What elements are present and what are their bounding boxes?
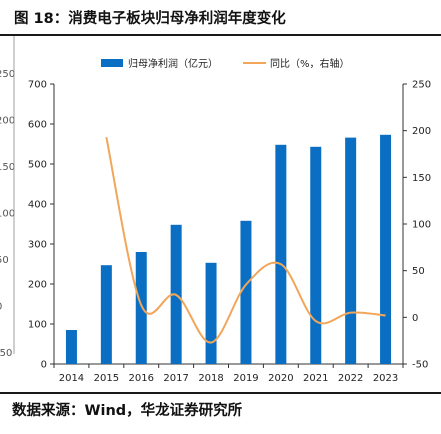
bar-series: [65, 134, 392, 364]
line-series: [105, 136, 386, 344]
bar: [275, 144, 287, 364]
bar: [310, 146, 322, 364]
ghost-tick-label: 150: [0, 162, 15, 173]
figure-title: 图 18：消费电子板块归母净利润年度变化: [14, 11, 286, 27]
bar: [65, 330, 77, 364]
right-axis: -50 0 50 100 150 200 250: [402, 80, 431, 371]
ghost-tick-label: 100: [0, 209, 15, 220]
x-tick-label: 2018: [198, 373, 223, 384]
left-tick-label: 300: [28, 240, 47, 251]
right-tick-label: 50: [412, 266, 425, 277]
right-tick-label: 200: [412, 126, 431, 137]
left-tick-label: 600: [28, 120, 47, 131]
x-tick-label: 2022: [338, 373, 363, 384]
x-tick-label: 2023: [373, 373, 398, 384]
x-tick-label: 2016: [129, 373, 154, 384]
title-divider: [0, 34, 441, 36]
chart: 250200150100500-50 010020030040050060070…: [0, 36, 431, 384]
right-tick-label: -50: [412, 360, 428, 371]
x-tick-label: 2020: [268, 373, 293, 384]
left-tick-label: 100: [28, 320, 47, 331]
left-tick-label: 400: [28, 200, 47, 211]
x-tick-label: 2017: [163, 373, 188, 384]
left-tick-label: 200: [28, 280, 47, 291]
x-tick-label: 2014: [59, 373, 84, 384]
ghost-tick-label: -50: [0, 348, 12, 359]
ghost-left-axis: 250 200 150 100 50 0 -50: [0, 36, 15, 359]
x-axis: 2014 2015 2016 2017 2018 2019 2020 2021 2022 2023: [53, 363, 404, 384]
left-axis: 0 100 200 300 400 500 600 700: [28, 80, 55, 371]
right-tick-label: 150: [412, 173, 431, 184]
x-tick-label: 2021: [303, 373, 328, 384]
ghost-tick-label: 0: [0, 302, 2, 313]
right-tick-label: 0: [412, 313, 418, 324]
legend-bar-swatch: [101, 59, 123, 67]
footer-divider: [0, 392, 441, 394]
source-note: 数据来源：Wind，华龙证券研究所: [12, 403, 243, 419]
yoy-line: [105, 136, 386, 344]
ghost-tick-label: 200: [0, 116, 15, 127]
bar: [205, 262, 217, 364]
left-tick-label: 0: [41, 360, 47, 371]
left-tick-label: 700: [28, 80, 47, 91]
ghost-tick-label: 250: [0, 69, 15, 80]
legend: 归母净利润（亿元） 同比（%，右轴）: [101, 57, 350, 70]
left-tick-label: 500: [28, 160, 47, 171]
x-tick-label: 2015: [94, 373, 119, 384]
ghost-tick-label: 50: [0, 255, 9, 266]
bar: [135, 252, 147, 364]
bar: [240, 220, 252, 364]
right-tick-label: 100: [412, 220, 431, 231]
bar: [380, 134, 392, 364]
right-tick-label: 250: [412, 80, 431, 91]
legend-bar-label: 归母净利润（亿元）: [128, 57, 218, 70]
bar: [345, 137, 357, 364]
legend-line-label: 同比（%，右轴）: [270, 57, 350, 70]
bar: [100, 265, 112, 364]
x-tick-label: 2019: [233, 373, 258, 384]
